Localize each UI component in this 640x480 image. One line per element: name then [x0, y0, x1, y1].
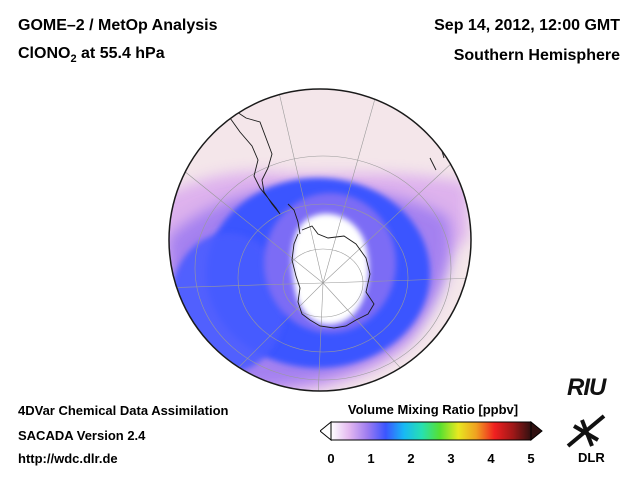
colorbar-title: Volume Mixing Ratio [ppbv] [347, 402, 519, 417]
riu-logo-text: RIU [567, 374, 606, 401]
riu-logo: RIU [567, 374, 606, 402]
colorbar-low-arrow [320, 420, 332, 442]
globe-map [168, 88, 472, 392]
colorbar-tick-5: 5 [527, 451, 535, 466]
colorbar-tick-2: 2 [407, 451, 415, 466]
colorbar-tick-1: 1 [367, 451, 375, 466]
dlr-logo-text: DLR [578, 450, 605, 465]
dlr-logo-icon [566, 414, 606, 448]
species-suffix: at 55.4 hPa [76, 45, 165, 62]
colorbar-ramp [330, 421, 532, 441]
page-title: GOME–2 / MetOp Analysis [18, 17, 218, 34]
footer-url: http://wdc.dlr.de [18, 451, 118, 466]
colorbar [320, 420, 543, 442]
footer-line-2: SACADA Version 2.4 [18, 428, 146, 443]
species-subscript: 2 [70, 53, 77, 65]
species-label: ClONO2 at 55.4 hPa [18, 44, 165, 65]
colorbar-tick-3: 3 [447, 451, 455, 466]
footer-line-1: 4DVar Chemical Data Assimilation [18, 403, 229, 418]
colorbar-tick-4: 4 [487, 451, 495, 466]
species-prefix: ClONO [18, 45, 71, 62]
colorbar-tick-0: 0 [327, 451, 335, 466]
graticule [169, 89, 471, 391]
colorbar-high-arrow [530, 420, 543, 442]
globe-outline [168, 88, 472, 392]
date-label: Sep 14, 2012, 12:00 GMT [434, 17, 620, 34]
polar-vortex-core [291, 213, 369, 325]
region-label: Southern Hemisphere [453, 47, 620, 64]
